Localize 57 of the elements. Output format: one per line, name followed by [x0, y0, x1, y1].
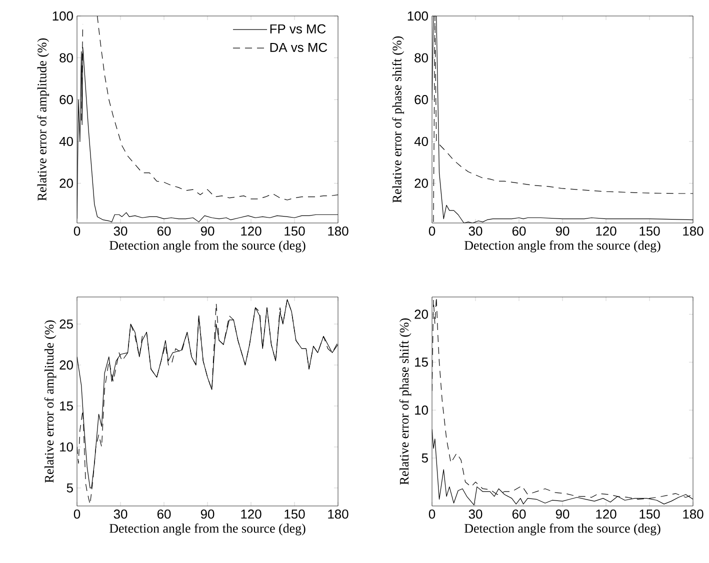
legend-label: FP vs MC	[270, 24, 326, 34]
x-tick-label: 180	[683, 510, 704, 519]
x-tick-label: 60	[512, 226, 526, 236]
y-tick-label: 100	[52, 11, 73, 21]
y-tick-label: 10	[415, 406, 428, 415]
x-axis-title: Detection angle from the source (deg)	[110, 524, 306, 536]
x-axis-title: Detection angle from the source (deg)	[464, 240, 660, 252]
x-tick-label: 150	[640, 510, 660, 519]
y-tick-label: 20	[414, 310, 428, 319]
y-tick-label: 80	[414, 53, 428, 62]
x-tick-label: 90	[556, 226, 570, 236]
y-tick-label: 10	[60, 442, 73, 452]
y-tick-label: 60	[414, 95, 428, 104]
x-axis-title: Detection angle from the source (deg)	[464, 524, 660, 536]
x-tick-label: 180	[328, 510, 348, 519]
y-tick-label: 60	[60, 95, 73, 104]
x-tick-label: 150	[284, 510, 305, 519]
x-tick-label: 0	[74, 226, 80, 236]
y-axis-title: Relative error of phase shift (%)	[399, 318, 412, 485]
x-tick-label: 30	[468, 510, 482, 519]
x-tick-label: 30	[114, 226, 128, 236]
x-tick-label: 180	[683, 226, 704, 236]
x-tick-label: 0	[428, 510, 436, 519]
y-tick-label: 40	[59, 136, 73, 146]
x-tick-label: 150	[640, 226, 660, 236]
x-axis-title: Detection angle from the source (deg)	[110, 240, 306, 252]
x-tick-label: 30	[468, 226, 482, 236]
x-tick-label: 120	[596, 510, 616, 519]
legend-label: DA vs MC	[270, 42, 328, 52]
x-tick-label: 0	[74, 510, 80, 519]
x-tick-label: 150	[284, 226, 305, 236]
x-tick-label: 120	[241, 226, 262, 236]
y-tick-label: 20	[60, 178, 73, 188]
x-tick-label: 0	[428, 226, 436, 236]
y-tick-label: 15	[415, 358, 428, 367]
y-tick-label: 15	[60, 401, 73, 411]
x-tick-label: 120	[241, 510, 262, 519]
x-tick-label: 60	[512, 510, 526, 519]
x-tick-label: 90	[556, 510, 570, 519]
x-tick-label: 90	[200, 510, 214, 519]
y-axis-title: Relative error of amplitude (%)	[37, 38, 50, 201]
y-tick-label: 40	[414, 136, 428, 146]
x-tick-label: 30	[114, 510, 128, 519]
y-tick-label: 20	[414, 178, 428, 188]
y-tick-label: 5	[66, 483, 73, 492]
y-tick-label: 80	[60, 53, 73, 62]
x-tick-label: 120	[596, 226, 616, 236]
y-tick-label: 5	[422, 454, 428, 463]
y-tick-label: 20	[60, 360, 73, 370]
x-tick-label: 180	[328, 226, 348, 236]
x-tick-label: 90	[200, 226, 214, 236]
x-tick-label: 60	[157, 510, 171, 519]
y-tick-label: 100	[408, 11, 428, 21]
y-tick-label: 25	[60, 319, 73, 329]
y-axis-title: Relative error of phase shift (%)	[392, 36, 404, 203]
x-tick-label: 60	[157, 226, 171, 236]
y-axis-title: Relative error of amplitude (%)	[44, 320, 56, 483]
